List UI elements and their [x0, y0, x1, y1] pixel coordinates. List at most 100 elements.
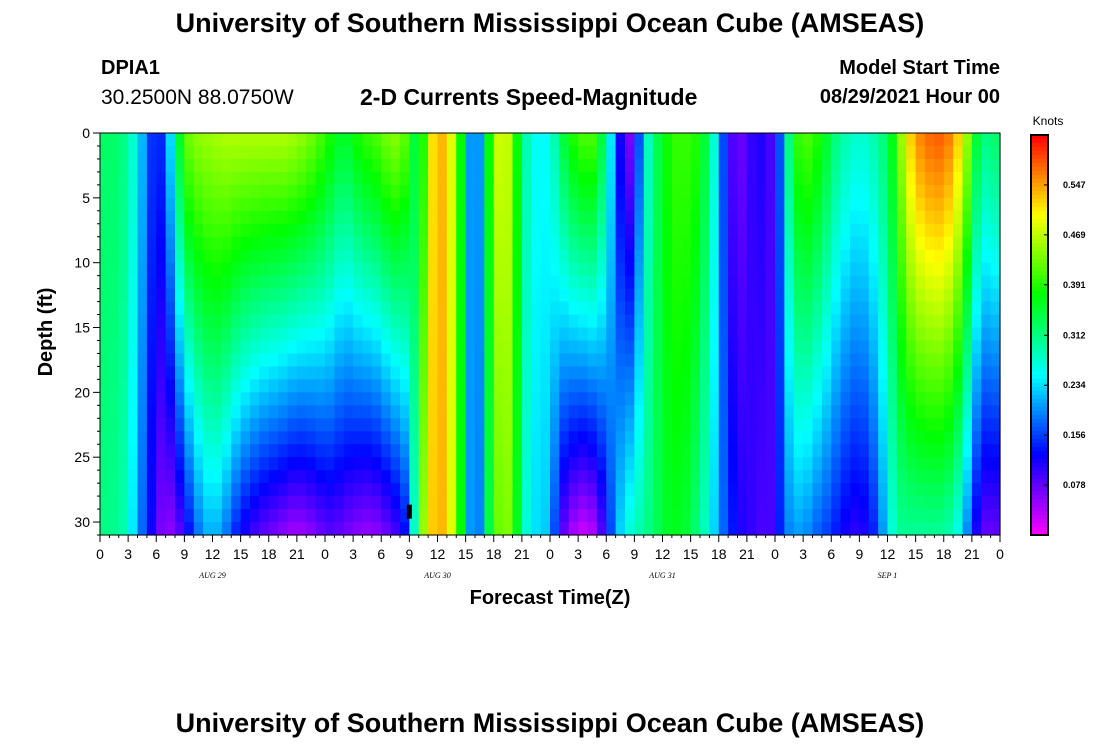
heatmap-cell [821, 262, 832, 277]
heatmap-cell [400, 444, 410, 458]
heatmap-cell [137, 457, 148, 471]
heatmap-cell [521, 145, 532, 160]
heatmap-cell [868, 288, 879, 303]
heatmap-cell [559, 249, 570, 264]
heatmap-cell [915, 158, 926, 173]
heatmap-cell [746, 431, 757, 445]
heatmap-cell [278, 145, 289, 160]
heatmap-cell [343, 470, 354, 484]
heatmap-cell [962, 392, 973, 406]
heatmap-cell [746, 249, 757, 264]
heatmap-cell [484, 340, 495, 355]
heatmap-cell [221, 314, 232, 329]
heatmap-cell [559, 405, 570, 419]
heatmap-cell [371, 223, 382, 238]
heatmap-cell [596, 522, 607, 536]
heatmap-cell [381, 522, 392, 536]
heatmap-cell [521, 262, 532, 277]
heatmap-cell [240, 431, 251, 445]
colorbar-segment [1031, 403, 1048, 408]
heatmap-cell [409, 457, 420, 471]
heatmap-cell [381, 353, 392, 368]
heatmap-cell [531, 262, 542, 277]
heatmap-cell [850, 184, 860, 199]
heatmap-cell [371, 340, 382, 355]
heatmap-cell [503, 431, 514, 445]
heatmap-cell [568, 483, 579, 497]
heatmap-cell [175, 133, 185, 147]
heatmap-cell [409, 509, 420, 523]
x-tick-label: 12 [205, 546, 221, 562]
heatmap-cell [793, 249, 804, 264]
heatmap-cell [850, 133, 860, 147]
heatmap-cell [175, 431, 185, 445]
heatmap-cell [193, 145, 204, 160]
heatmap-cell [840, 288, 851, 303]
heatmap-cell [953, 522, 964, 536]
heatmap-cell [915, 392, 926, 406]
heatmap-cell [409, 197, 420, 212]
heatmap-cell [606, 327, 617, 342]
heatmap-cell [737, 496, 748, 510]
heatmap-cell [146, 171, 157, 186]
heatmap-cell [287, 509, 298, 523]
colorbar-segment [1031, 235, 1048, 240]
heatmap-cell [465, 197, 476, 212]
heatmap-cell [718, 288, 729, 303]
heatmap-cell [737, 275, 748, 290]
heatmap-cell [137, 288, 148, 303]
heatmap-cell [793, 340, 804, 355]
heatmap-cell [765, 184, 776, 199]
heatmap-cell [409, 184, 420, 199]
heatmap-cell [615, 184, 626, 199]
heatmap-cell [128, 340, 139, 355]
heatmap-cell [737, 262, 748, 277]
heatmap-cell [718, 301, 729, 316]
heatmap-cell [746, 327, 757, 342]
heatmap-cell [446, 392, 457, 406]
heatmap-cell [690, 340, 701, 355]
heatmap-cell [268, 431, 279, 445]
heatmap-cell [146, 301, 157, 316]
heatmap-cell [287, 379, 298, 393]
heatmap-cell [165, 353, 176, 368]
heatmap-cell [934, 340, 945, 355]
heatmap-cell [943, 366, 954, 380]
heatmap-cell [906, 314, 917, 329]
heatmap-cell [137, 301, 148, 316]
heatmap-cell [259, 236, 270, 251]
heatmap-cell [596, 496, 607, 510]
heatmap-cell [803, 145, 814, 160]
heatmap-cell [521, 431, 532, 445]
heatmap-cell [681, 262, 692, 277]
colorbar-segment [1031, 259, 1048, 264]
heatmap-cell [568, 145, 579, 160]
heatmap-cell [456, 444, 467, 458]
heatmap-cell [221, 171, 232, 186]
heatmap-cell [943, 483, 954, 497]
heatmap-cell [690, 171, 701, 186]
heatmap-cell [887, 210, 898, 225]
heatmap-cell [859, 145, 870, 160]
heatmap-cell [643, 314, 654, 329]
heatmap-cell [803, 288, 814, 303]
heatmap-cell [100, 145, 110, 160]
colorbar-segment [1031, 267, 1048, 272]
heatmap-cell [428, 457, 439, 471]
heatmap-cell [746, 366, 757, 380]
heatmap-cell [887, 431, 898, 445]
heatmap-cell [925, 262, 935, 277]
colorbar-segment [1031, 423, 1048, 428]
heatmap-cell [212, 158, 223, 173]
heatmap-cell [456, 379, 467, 393]
heatmap-cell [887, 496, 898, 510]
heatmap-cell [850, 483, 860, 497]
heatmap-cell [390, 366, 401, 380]
heatmap-cell [240, 145, 251, 160]
heatmap-cell [390, 470, 401, 484]
heatmap-cell [915, 262, 926, 277]
heatmap-cell [868, 483, 879, 497]
heatmap-cell [212, 392, 223, 406]
heatmap-cell [231, 431, 242, 445]
heatmap-cell [456, 522, 467, 536]
